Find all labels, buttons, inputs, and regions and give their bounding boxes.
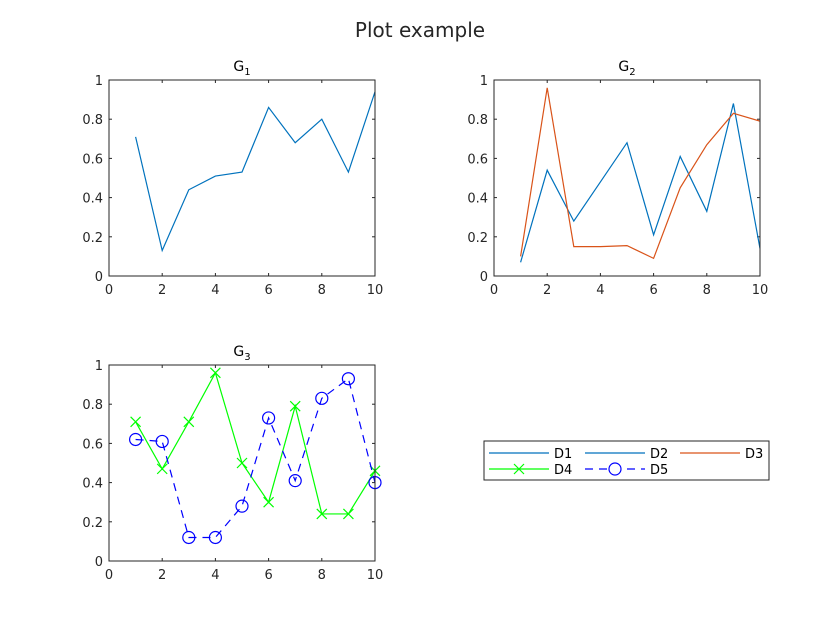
axes-1: 0 2 4 6 8 10 0 0.2 0.4 0.6 0.8 1 G1 xyxy=(82,59,383,298)
legend-entry-d4[interactable]: D4 xyxy=(489,463,572,478)
x-tick-label: 4 xyxy=(211,568,219,583)
y-tick-label: 0.4 xyxy=(82,477,103,492)
y-tick-label: 0 xyxy=(95,270,103,285)
axes-title: G3 xyxy=(233,344,250,363)
x-tick-label: 0 xyxy=(490,283,498,298)
circle-marker xyxy=(129,432,143,447)
series-d5 xyxy=(135,377,375,539)
x-marker xyxy=(263,496,275,508)
x-tick-label: 8 xyxy=(318,568,326,583)
y-tick-label: 0.6 xyxy=(82,437,103,452)
x-tick-label: 2 xyxy=(158,283,166,298)
y-tick-label: 1 xyxy=(95,359,103,374)
svg-text:D3: D3 xyxy=(745,447,763,462)
y-tick-label: 0.8 xyxy=(82,113,103,128)
y-tick-label: 0.6 xyxy=(467,152,488,167)
circle-marker xyxy=(155,434,169,449)
axes-3: 0 2 4 6 8 10 0 0.2 0.4 0.6 0.8 1 G3 xyxy=(82,344,383,583)
y-tick-label: 0 xyxy=(95,555,103,570)
x-tick-label: 2 xyxy=(543,283,551,298)
x-marker xyxy=(183,416,195,428)
x-tick-label: 8 xyxy=(703,283,711,298)
axes-box xyxy=(108,79,376,277)
x-tick-label: 6 xyxy=(264,283,272,298)
circle-marker xyxy=(208,530,222,545)
x-tick-label: 6 xyxy=(264,568,272,583)
x-tick-label: 10 xyxy=(367,568,384,583)
circle-marker xyxy=(235,499,249,513)
series-d4 xyxy=(135,371,375,515)
x-tick-label: 8 xyxy=(318,283,326,298)
circle-marker xyxy=(288,474,302,488)
y-tick-label: 0.2 xyxy=(467,231,488,246)
figure-title: Plot example xyxy=(354,18,486,42)
svg-text:D4: D4 xyxy=(554,463,572,478)
x-marker xyxy=(342,508,354,520)
legend-entry-d2[interactable]: D2 xyxy=(585,447,668,462)
circle-marker xyxy=(182,530,196,545)
y-tick-label: 0 xyxy=(480,270,488,285)
y-tick-label: 0.2 xyxy=(82,516,103,531)
y-tick-label: 0.4 xyxy=(467,192,488,207)
y-tick-label: 0.8 xyxy=(467,113,488,128)
legend: D1 D2 D3 D4 D5 xyxy=(483,440,770,481)
series-d3 xyxy=(520,87,760,260)
axes-2: 0 2 4 6 8 10 0 0.2 0.4 0.6 0.8 1 G2 xyxy=(467,59,768,298)
x-tick-label: 4 xyxy=(211,283,219,298)
x-tick-label: 6 xyxy=(649,283,657,298)
x-marker xyxy=(130,416,142,428)
circle-marker xyxy=(262,411,276,425)
legend-entry-d5[interactable]: D5 xyxy=(585,462,668,478)
x-marker xyxy=(209,367,221,379)
svg-text:D5: D5 xyxy=(650,463,668,478)
series-d1 xyxy=(135,91,375,253)
x-marker xyxy=(156,463,168,475)
axes-title: G2 xyxy=(618,59,635,78)
x-tick-label: 10 xyxy=(367,283,384,298)
x-tick-label: 4 xyxy=(596,283,604,298)
legend-entry-d3[interactable]: D3 xyxy=(680,447,763,462)
y-tick-label: 0.6 xyxy=(82,152,103,167)
y-tick-label: 1 xyxy=(480,74,488,89)
x-tick-label: 10 xyxy=(752,283,769,298)
axes-box xyxy=(493,79,761,277)
svg-text:D2: D2 xyxy=(650,447,668,462)
y-tick-label: 0.4 xyxy=(82,192,103,207)
x-tick-label: 0 xyxy=(105,568,113,583)
x-marker xyxy=(236,457,248,469)
x-marker xyxy=(289,400,301,412)
legend-entry-d1[interactable]: D1 xyxy=(489,447,572,462)
axes-box xyxy=(108,364,376,562)
series-d2 xyxy=(520,103,760,263)
y-tick-label: 0.8 xyxy=(82,398,103,413)
svg-text:D1: D1 xyxy=(554,447,572,462)
circle-marker xyxy=(341,372,355,386)
x-tick-label: 0 xyxy=(105,283,113,298)
axes-title: G1 xyxy=(233,59,250,78)
circle-marker xyxy=(315,391,329,405)
x-marker xyxy=(316,508,328,520)
y-tick-label: 0.2 xyxy=(82,231,103,246)
y-tick-label: 1 xyxy=(95,74,103,89)
x-tick-label: 2 xyxy=(158,568,166,583)
